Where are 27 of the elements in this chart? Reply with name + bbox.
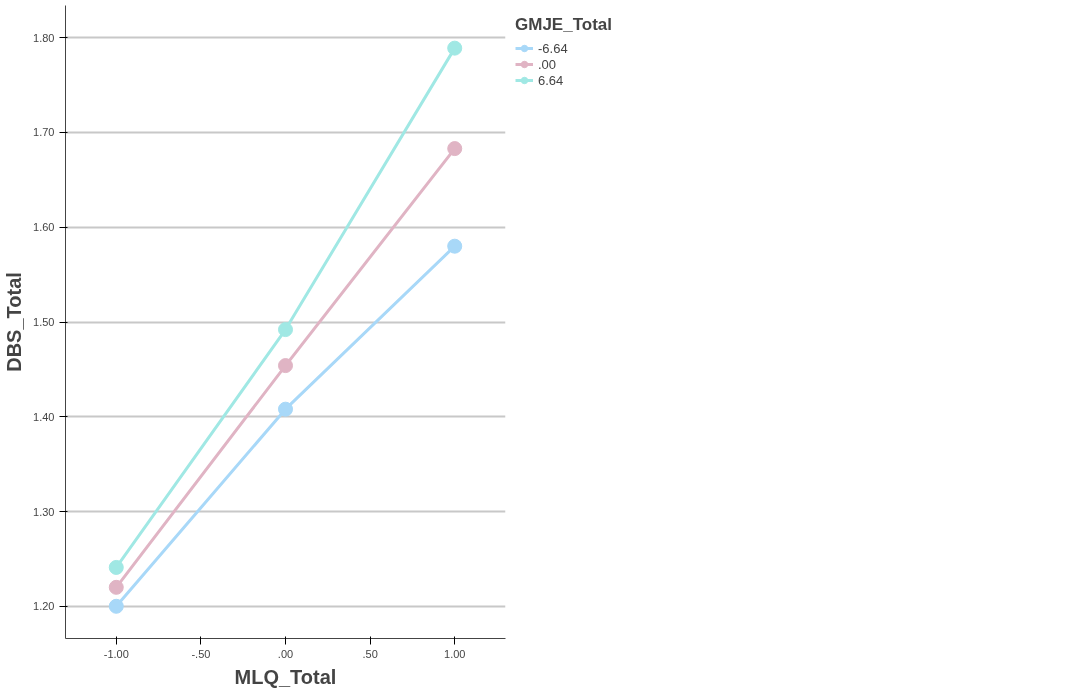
y-tick-label: 1.20 — [33, 600, 55, 613]
legend-label: 6.64 — [538, 72, 564, 88]
x-tick-label: .00 — [277, 647, 294, 660]
point — [108, 598, 124, 614]
y-tick-label: 1.70 — [33, 126, 55, 139]
x-tick-label: 1.00 — [444, 647, 466, 660]
x-tick-label: -.50 — [191, 647, 211, 660]
point — [108, 579, 124, 595]
y-tick-label: 1.50 — [33, 316, 55, 328]
legend-label: .00 — [538, 56, 558, 72]
point — [447, 40, 463, 56]
y-tick-label: 1.60 — [33, 221, 55, 234]
y-tick-label: 1.40 — [33, 410, 55, 423]
legend-title: GMJE_Total — [515, 15, 612, 35]
point — [447, 141, 463, 157]
point — [278, 401, 293, 417]
point — [447, 238, 463, 254]
y-tick-label: 1.30 — [33, 505, 55, 518]
point — [108, 559, 124, 575]
x-axis-title: MLQ_Total — [234, 665, 337, 688]
y-axis-title: DBS_Total — [3, 272, 26, 372]
x-tick-label: -1.00 — [103, 647, 129, 660]
point — [278, 322, 293, 338]
legend-label: -6.64 — [538, 40, 568, 56]
x-tick-label: .50 — [362, 647, 378, 660]
point — [278, 358, 293, 374]
y-tick-label: 1.80 — [33, 31, 55, 44]
